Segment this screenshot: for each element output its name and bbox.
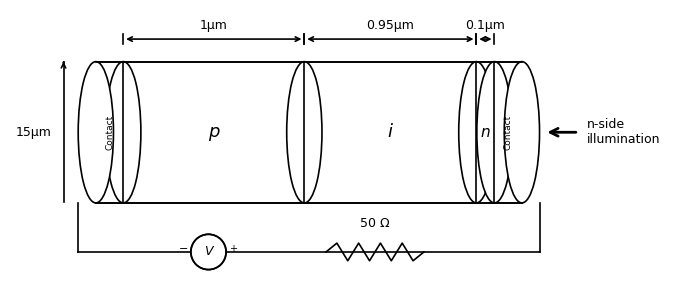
Bar	[96, 62, 522, 203]
Ellipse shape	[105, 62, 141, 203]
Text: Contact: Contact	[105, 115, 114, 150]
Ellipse shape	[477, 62, 512, 203]
Text: p: p	[208, 123, 220, 141]
Text: Contact: Contact	[504, 115, 513, 150]
Text: 0.1μm: 0.1μm	[466, 19, 505, 32]
Circle shape	[191, 234, 226, 270]
Text: −: −	[179, 244, 188, 254]
Ellipse shape	[459, 62, 494, 203]
Text: +: +	[229, 244, 237, 254]
Text: 50 Ω: 50 Ω	[360, 217, 390, 230]
Text: i: i	[388, 123, 393, 141]
Text: n-side
illumination: n-side illumination	[587, 118, 660, 146]
Text: 1μm: 1μm	[200, 19, 228, 32]
Ellipse shape	[287, 62, 322, 203]
Text: 15μm: 15μm	[16, 126, 52, 139]
Text: 0.95μm: 0.95μm	[367, 19, 414, 32]
Ellipse shape	[78, 62, 114, 203]
Text: n: n	[481, 125, 490, 140]
Ellipse shape	[505, 62, 539, 203]
Text: V: V	[204, 246, 213, 258]
